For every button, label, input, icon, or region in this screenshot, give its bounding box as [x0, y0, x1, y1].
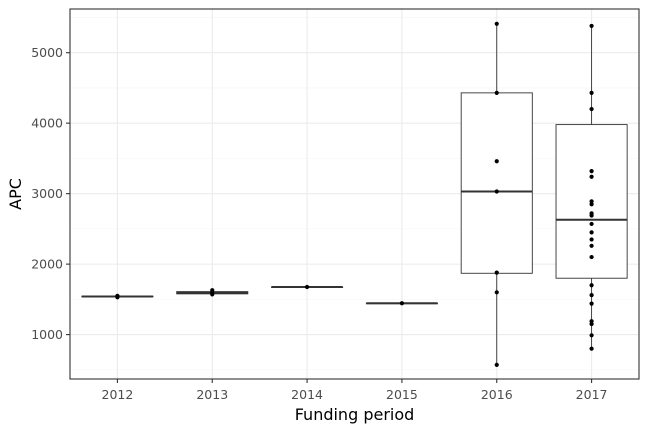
- data-point: [589, 168, 594, 174]
- data-point: [589, 221, 594, 227]
- y-axis-title: APC: [6, 178, 25, 210]
- data-point: [494, 21, 499, 26]
- x-tick-label: 2013: [196, 387, 228, 402]
- x-axis-title: Funding period: [295, 405, 415, 424]
- data-point: [589, 346, 594, 351]
- data-point: [589, 301, 594, 306]
- minor-gridlines: [70, 17, 639, 371]
- data-point: [589, 23, 594, 29]
- data-point: [589, 293, 594, 298]
- y-axis: 1000 2000 3000 4000 5000: [31, 45, 70, 342]
- y-tick-label: 2000: [31, 257, 63, 272]
- x-tick-label: 2016: [481, 387, 513, 402]
- x-axis: 2012 2013 2014 2015 2016 2017: [102, 379, 608, 402]
- data-point: [589, 243, 594, 248]
- y-tick-label: 4000: [31, 116, 63, 131]
- data-point: [210, 288, 215, 293]
- data-point: [399, 301, 405, 306]
- data-point: [589, 319, 594, 324]
- data-point: [115, 293, 120, 298]
- data-point: [589, 254, 594, 260]
- x-tick-label: 2017: [576, 387, 608, 402]
- y-tick-label: 1000: [31, 327, 63, 342]
- data-point: [494, 189, 499, 194]
- data-point: [589, 211, 594, 216]
- y-tick-label: 3000: [31, 186, 63, 201]
- data-point: [589, 237, 594, 242]
- y-tick-label: 5000: [31, 45, 63, 60]
- data-point: [589, 106, 594, 112]
- data-point: [494, 362, 499, 368]
- data-point: [304, 284, 310, 290]
- x-tick-label: 2014: [291, 387, 323, 402]
- data-point: [494, 90, 499, 95]
- x-tick-label: 2012: [102, 387, 134, 402]
- data-point: [494, 290, 499, 295]
- data-point: [589, 174, 594, 179]
- data-point: [589, 90, 594, 95]
- data-point: [589, 333, 594, 338]
- points-layer: [115, 21, 594, 368]
- data-point: [494, 270, 499, 275]
- box-iqr: [460, 92, 533, 274]
- boxes-layer: [81, 23, 628, 365]
- data-point: [589, 230, 594, 235]
- data-point: [589, 283, 594, 288]
- data-point: [589, 199, 594, 204]
- x-tick-label: 2015: [386, 387, 418, 402]
- data-point: [494, 159, 499, 164]
